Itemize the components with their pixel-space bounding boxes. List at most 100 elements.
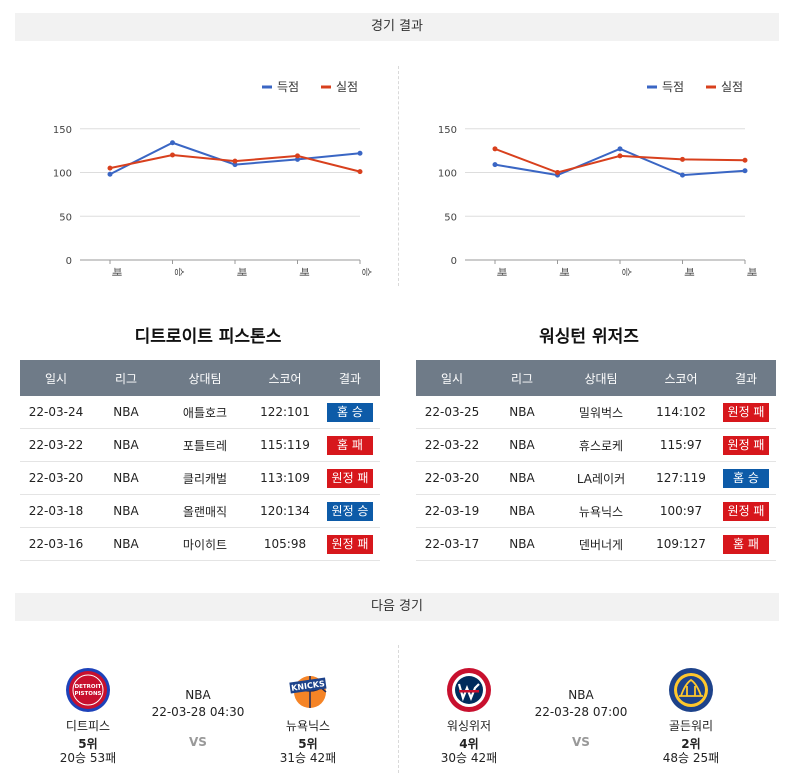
results-table-detroit: 일시 리그 상대팀 스코어 결과 22-03-24 NBA 애틀호크 122:101 홈 승 22-… [20, 360, 380, 561]
next-game-datetime: 22-03-28 04:30 [151, 705, 245, 719]
result-cell: 원정 패 [716, 428, 776, 462]
league-cell: NBA [488, 428, 556, 462]
league-cell: NBA [488, 396, 556, 429]
result-badge: 원정 패 [327, 534, 373, 554]
result-cell: 원정 패 [716, 396, 776, 429]
line-chart-svg: 득점 실점 0 50 100 150 패 승 패 패 승 [53, 80, 372, 277]
column-header: 리그 [92, 360, 160, 396]
data-point [232, 158, 238, 164]
score-cell: 120:134 [250, 494, 320, 528]
y-tick-label: 0 [451, 256, 457, 267]
result-badge: 원정 패 [327, 468, 373, 488]
away-team-name: 뉴욕닉스 [285, 719, 331, 733]
series-line [494, 147, 746, 174]
table-header-row: 일시 리그 상대팀 스코어 결과 [20, 360, 380, 396]
data-point [357, 150, 363, 156]
date-cell: 22-03-16 [20, 527, 92, 561]
golden-state-warriors-logo [667, 666, 715, 714]
away-team-rank: 5위 [298, 737, 318, 751]
y-tick-label: 0 [66, 256, 72, 267]
result-badge: 원정 패 [723, 402, 769, 422]
result-badge: 원정 패 [723, 435, 769, 455]
next-game-league: NBA [185, 688, 211, 702]
column-header: 결과 [320, 360, 380, 396]
result-cell: 홈 승 [320, 396, 380, 429]
date-cell: 22-03-17 [416, 527, 488, 561]
team-title-right: 워싱턴 위저즈 [539, 327, 639, 347]
result-cell: 홈 패 [320, 428, 380, 462]
opponent-cell: 클리캐벌 [160, 461, 250, 495]
data-point [680, 156, 685, 162]
data-point [492, 162, 498, 168]
table-row: 22-03-22 NBA 휴스로케 115:97 원정 패 [416, 428, 776, 462]
table-row: 22-03-18 NBA 올랜매직 120:134 원정 승 [20, 494, 380, 528]
next-games-divider [398, 645, 399, 773]
opponent-cell: 애틀호크 [160, 396, 250, 429]
opponent-cell: 밀워벅스 [556, 396, 646, 429]
score-cell: 105:98 [250, 527, 320, 561]
score-cell: 109:127 [646, 527, 716, 561]
table-row: 22-03-17 NBA 덴버너게 109:127 홈 패 [416, 527, 776, 561]
league-cell: NBA [92, 428, 160, 462]
next-game-datetime: 22-03-28 07:00 [534, 705, 628, 719]
data-point [232, 162, 238, 168]
data-point [680, 172, 685, 178]
home-team-name: 워싱위저 [446, 719, 492, 733]
vs-label: VS [189, 735, 207, 749]
data-point [492, 146, 498, 152]
legend-label: 득점 [662, 80, 684, 94]
chart-divider [398, 66, 399, 286]
result-badge: 홈 승 [327, 402, 373, 422]
score-cell: 115:119 [250, 428, 320, 462]
opponent-cell: 뉴욕닉스 [556, 494, 646, 528]
date-cell: 22-03-24 [20, 396, 92, 429]
results-section-header: 경기 결과 [15, 13, 779, 41]
result-cell: 홈 승 [716, 461, 776, 495]
date-cell: 22-03-22 [20, 428, 92, 462]
y-tick-label: 150 [53, 125, 72, 136]
score-cell: 127:119 [646, 461, 716, 495]
league-cell: NBA [488, 527, 556, 561]
data-point [295, 156, 300, 162]
next-game-league: NBA [568, 688, 594, 702]
away-team-record: 31승 42패 [279, 751, 337, 765]
column-header: 스코어 [646, 360, 716, 396]
column-header: 결과 [716, 360, 776, 396]
chart-washington: 득점 실점 0 50 100 150 패 패 승 패 패 [400, 70, 770, 285]
table-row: 22-03-24 NBA 애틀호크 122:101 홈 승 [20, 396, 380, 429]
score-cell: 115:97 [646, 428, 716, 462]
table-row: 22-03-19 NBA 뉴욕닉스 100:97 원정 패 [416, 494, 776, 528]
results-table-washington: 일시 리그 상대팀 스코어 결과 22-03-25 NBA 밀워벅스 114:102 원정 패 22… [416, 360, 776, 561]
result-cell: 원정 패 [320, 461, 380, 495]
table-row: 22-03-20 NBA LA레이커 127:119 홈 승 [416, 461, 776, 495]
league-cell: NBA [92, 494, 160, 528]
result-badge: 홈 패 [723, 534, 769, 554]
result-cell: 홈 패 [716, 527, 776, 561]
data-point [107, 171, 113, 177]
result-badge: 원정 패 [723, 501, 769, 521]
table-row: 22-03-25 NBA 밀워벅스 114:102 원정 패 [416, 396, 776, 429]
date-cell: 22-03-25 [416, 396, 488, 429]
vs-label: VS [572, 735, 590, 749]
data-point [107, 165, 113, 171]
home-team-record: 30승 42패 [440, 751, 498, 765]
data-point [170, 140, 175, 146]
date-cell: 22-03-20 [416, 461, 488, 495]
x-tick-label: 패 [110, 267, 122, 276]
data-point [742, 168, 748, 174]
opponent-cell: 휴스로케 [556, 428, 646, 462]
svg-text:PISTONS: PISTONS [74, 691, 101, 697]
svg-text:DETROIT: DETROIT [75, 684, 102, 690]
league-cell: NBA [92, 527, 160, 561]
x-tick-label: 패 [495, 267, 507, 276]
data-point [742, 157, 748, 163]
y-tick-label: 150 [438, 125, 457, 136]
result-cell: 원정 승 [320, 494, 380, 528]
new-york-knicks-logo: KNICKS [284, 666, 332, 714]
x-tick-label: 패 [558, 267, 570, 276]
line-chart-svg: 득점 실점 0 50 100 150 패 패 승 패 패 [438, 80, 757, 277]
table-row: 22-03-22 NBA 포틀트레 115:119 홈 패 [20, 428, 380, 462]
league-cell: NBA [92, 396, 160, 429]
washington-wizards-logo [445, 666, 493, 714]
data-point [617, 153, 623, 159]
